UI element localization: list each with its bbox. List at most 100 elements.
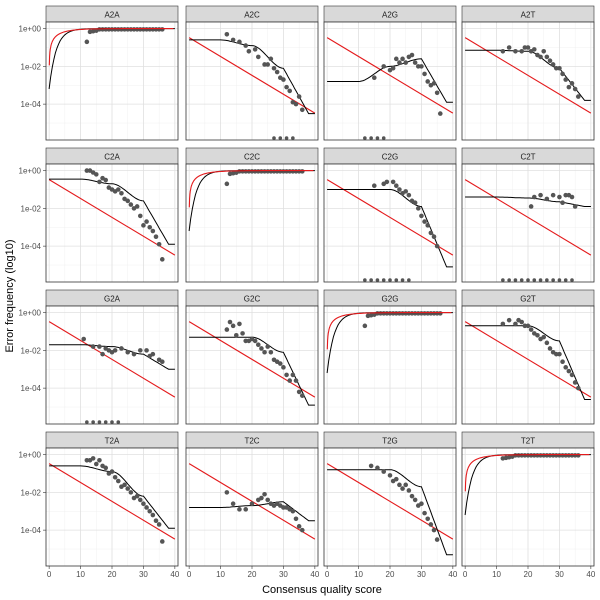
data-point (265, 344, 271, 349)
y-tick-label: 1e+00 (19, 25, 42, 34)
data-point (284, 372, 289, 378)
panel-grid (46, 22, 178, 140)
data-point (400, 56, 405, 62)
data-point (296, 94, 302, 99)
nominal-error-line (188, 170, 314, 208)
data-point (553, 351, 559, 357)
data-point (368, 463, 374, 469)
data-point (159, 27, 165, 32)
y-tick-label: 1e-02 (21, 204, 42, 213)
data-point (109, 469, 115, 474)
panel-grid (462, 22, 594, 140)
data-point (553, 65, 559, 71)
zero-count-point (381, 278, 386, 282)
data-point (387, 473, 393, 478)
zero-count-point (91, 420, 95, 424)
facet-strip-label: C2C (244, 153, 260, 162)
data-point (84, 39, 90, 45)
data-point (563, 365, 569, 370)
nominal-error-line (326, 463, 454, 540)
data-point (230, 323, 236, 329)
panel-data-layer (188, 31, 316, 140)
data-point (522, 323, 528, 329)
data-point (415, 206, 421, 211)
panel-grid (462, 164, 594, 282)
zero-count-point (507, 278, 511, 282)
data-point (128, 202, 134, 207)
nominal-error-line (464, 454, 590, 492)
data-point (397, 60, 402, 65)
data-point (262, 62, 267, 67)
data-point (560, 359, 565, 364)
data-point (115, 478, 121, 484)
data-point (141, 223, 146, 228)
panel-grid (324, 306, 456, 424)
data-point (522, 45, 528, 50)
data-point (422, 71, 427, 77)
data-point (569, 372, 575, 378)
data-point (296, 524, 302, 529)
data-point (115, 187, 121, 192)
x-tick-label: 30 (555, 570, 564, 579)
panel-border (461, 21, 595, 141)
data-point (547, 58, 553, 64)
nominal-error-line (464, 179, 592, 256)
data-point (513, 321, 518, 327)
nominal-error-line (48, 28, 174, 66)
zero-count-point (363, 278, 367, 282)
data-point (541, 48, 547, 54)
panel-data-layer (326, 37, 454, 140)
data-point (560, 200, 565, 206)
y-tick-label: 1e+00 (19, 309, 42, 318)
data-point (287, 88, 293, 94)
data-point (153, 234, 159, 239)
nominal-error-line (48, 463, 176, 540)
x-tick-label: 20 (248, 570, 257, 579)
fit-line (465, 196, 591, 207)
data-point (246, 48, 252, 54)
x-tick-label: 20 (524, 570, 533, 579)
panel-data-layer (188, 463, 316, 540)
data-point (255, 54, 261, 60)
panel-c2t: C2T (461, 147, 595, 283)
data-point (150, 228, 156, 234)
data-point (531, 47, 537, 52)
data-point (371, 75, 377, 80)
data-point (557, 194, 562, 200)
data-point (268, 56, 274, 62)
data-point (428, 522, 434, 527)
data-point (381, 64, 387, 69)
data-point (506, 317, 512, 323)
data-point (419, 64, 424, 69)
data-point (575, 453, 581, 458)
y-tick-label: 1e-04 (21, 242, 42, 251)
data-point (434, 243, 440, 249)
zero-count-point (545, 278, 549, 282)
x-tick-label: 0 (325, 570, 330, 579)
panel-data-layer (48, 168, 176, 262)
data-point (141, 501, 146, 506)
zero-count-point (381, 136, 386, 140)
data-point (390, 179, 396, 185)
data-point (268, 349, 274, 355)
data-point (249, 501, 255, 506)
data-point (259, 346, 264, 351)
data-point (412, 200, 418, 206)
zero-count-point (369, 278, 373, 282)
data-point (230, 501, 236, 506)
data-point (519, 48, 525, 54)
panel-border (45, 163, 179, 283)
data-point (434, 537, 440, 542)
zero-count-point (570, 278, 574, 282)
x-tick-label: 30 (139, 570, 148, 579)
panel-data-layer (464, 37, 592, 114)
panel-a2g: A2G (323, 5, 457, 141)
data-point (237, 321, 242, 327)
nominal-error-line (48, 321, 176, 398)
data-point (147, 508, 153, 514)
data-point (150, 351, 156, 357)
fit-line (189, 501, 315, 522)
facet-strip-label: C2T (520, 153, 535, 162)
data-point (531, 194, 537, 200)
data-point (252, 338, 258, 344)
